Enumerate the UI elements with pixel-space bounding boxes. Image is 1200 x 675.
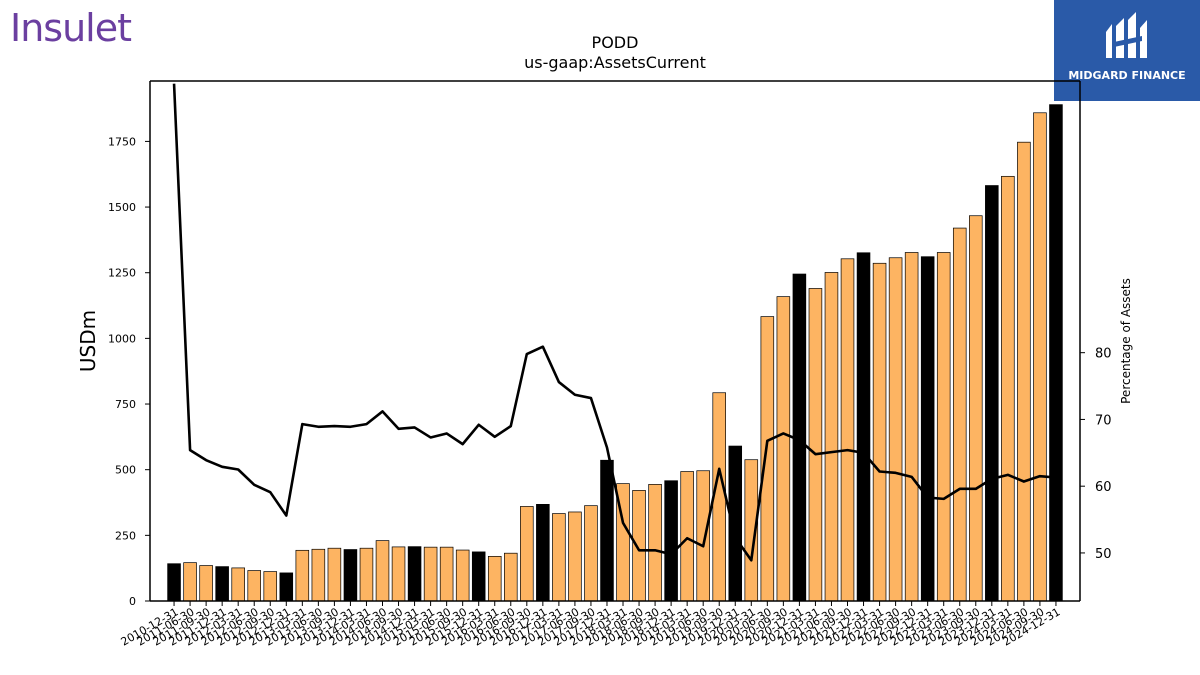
y2-tick-label: 70 [1095, 413, 1112, 428]
bar [888, 257, 903, 602]
y-tick-label: 1500 [108, 201, 136, 214]
bar [504, 552, 518, 602]
y2-axis-label: Percentage of Assets [1119, 278, 1133, 404]
bar [840, 258, 855, 602]
bar [985, 185, 999, 602]
bar [215, 566, 229, 602]
bar [327, 547, 342, 602]
bar-series [167, 104, 1063, 602]
bar [520, 506, 534, 602]
bar [231, 567, 245, 602]
bar [391, 546, 406, 602]
bar [183, 562, 197, 602]
bar [455, 549, 470, 602]
bar [487, 555, 502, 602]
y-tick-label: 1000 [108, 332, 136, 345]
bar [600, 459, 614, 602]
bar [359, 547, 374, 602]
bar [199, 565, 213, 602]
bar [407, 546, 422, 602]
midgard-mark-icon [1106, 12, 1147, 58]
y-axis-ticks: 0 250 500 750 1000 1250 1500 1750 [108, 135, 150, 608]
bar [311, 548, 326, 602]
y-axis-label: USDm [76, 310, 100, 372]
bar [969, 215, 983, 602]
bar [167, 563, 181, 602]
y-tick-label: 750 [115, 398, 136, 411]
percentage-line [172, 83, 1057, 562]
bar [856, 252, 871, 602]
y-tick-label: 500 [115, 464, 136, 477]
y-tick-label: 0 [129, 595, 136, 608]
x-axis-ticks: 2010-12-312011-06-302011-09-302011-12-31… [119, 601, 1062, 649]
bar [920, 256, 935, 602]
bar [471, 551, 486, 602]
bar [648, 484, 662, 602]
bar [552, 513, 566, 602]
bar [584, 505, 598, 602]
bar [279, 572, 294, 602]
y2-tick-label: 50 [1095, 547, 1112, 562]
y-tick-label: 1250 [108, 267, 136, 280]
axes [149, 80, 1081, 602]
bar [568, 511, 582, 602]
chart-subtitle: us-gaap:AssetsCurrent [524, 53, 706, 72]
bar [439, 546, 454, 602]
y2-tick-label: 60 [1095, 480, 1112, 495]
bar [680, 471, 694, 602]
bar [1033, 112, 1047, 602]
bar [776, 296, 791, 602]
bar [904, 252, 919, 602]
y2-tick-label: 80 [1095, 347, 1112, 362]
bar [632, 490, 646, 602]
bar [343, 549, 358, 602]
bar [1049, 104, 1063, 602]
bar [936, 252, 951, 602]
bar [760, 316, 775, 602]
bar [664, 480, 678, 602]
bar [696, 470, 710, 602]
chart-title: PODD [592, 33, 639, 52]
midgard-finance-wordmark: MIDGARD FINANCE [1068, 69, 1186, 82]
y-tick-label: 250 [115, 529, 136, 542]
bar [952, 227, 967, 602]
bar [247, 570, 261, 602]
bar [808, 288, 823, 602]
bar [295, 549, 310, 602]
line-series [172, 83, 1057, 562]
bar [375, 540, 390, 602]
bar [824, 272, 839, 602]
insulet-logo: Insulet [10, 6, 132, 50]
bar [423, 546, 438, 602]
midgard-finance-logo: MIDGARD FINANCE [1054, 0, 1200, 101]
y-tick-label: 1750 [108, 135, 136, 148]
bar [1001, 175, 1015, 602]
bar [1017, 141, 1031, 602]
bar [872, 262, 887, 602]
bar [263, 571, 278, 602]
y2-axis-ticks: 50 60 70 80 [1080, 347, 1112, 562]
bar [536, 504, 550, 602]
